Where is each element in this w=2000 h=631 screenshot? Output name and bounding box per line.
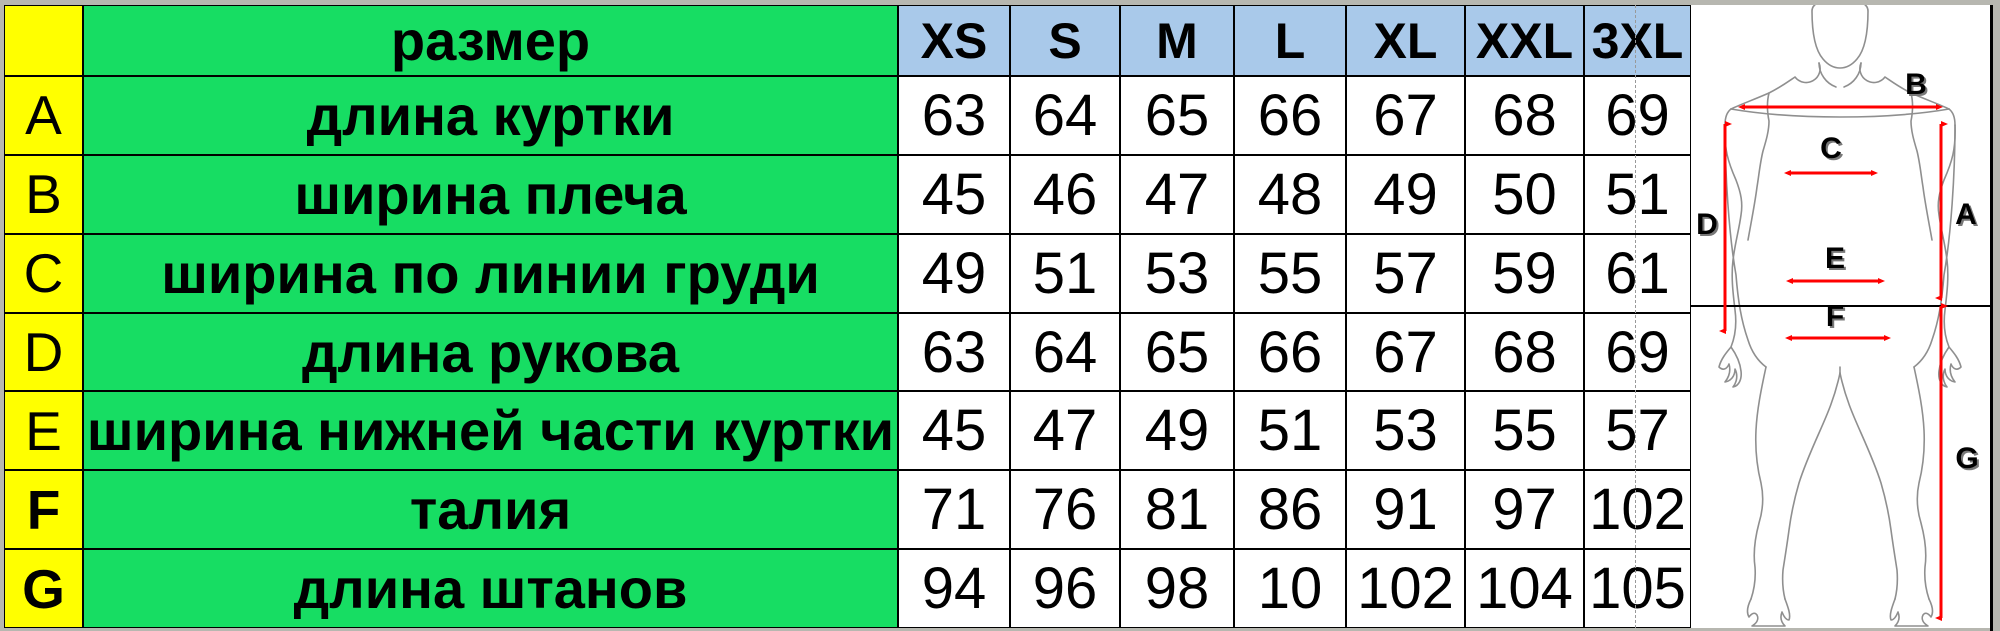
svg-text:F: F xyxy=(1826,300,1844,333)
svg-text:G: G xyxy=(1955,442,1978,475)
svg-text:E: E xyxy=(1825,242,1845,275)
svg-text:A: A xyxy=(1955,198,1977,231)
svg-text:B: B xyxy=(1905,68,1927,101)
svg-text:C: C xyxy=(1820,132,1842,165)
svg-text:D: D xyxy=(1696,208,1718,241)
